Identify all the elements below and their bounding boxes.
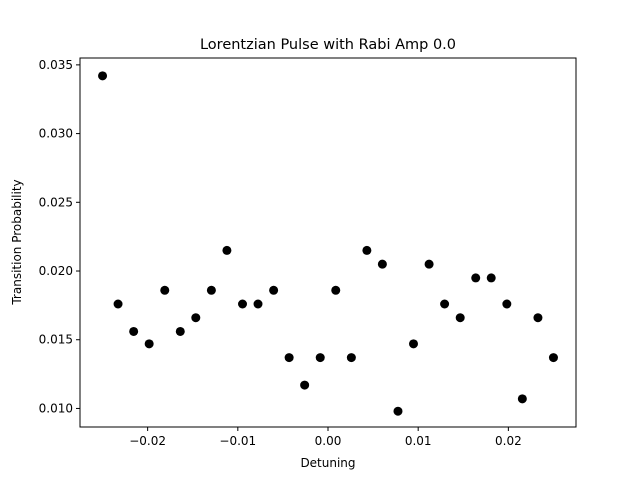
data-point bbox=[144, 339, 154, 349]
x-tick-label: −0.02 bbox=[129, 434, 166, 448]
x-axis: −0.02 −0.01 0.00 0.01 0.02 bbox=[129, 427, 522, 448]
x-tick-label: −0.01 bbox=[219, 434, 256, 448]
data-point bbox=[502, 299, 512, 309]
data-point bbox=[238, 299, 248, 309]
data-point bbox=[393, 406, 403, 416]
y-tick-label: 0.010 bbox=[39, 401, 73, 415]
data-point bbox=[331, 285, 341, 295]
data-point bbox=[377, 259, 387, 269]
data-point bbox=[175, 326, 185, 336]
y-axis-label: Transition Probability bbox=[10, 179, 24, 305]
x-tick-label: 0.00 bbox=[315, 434, 342, 448]
y-tick-label: 0.035 bbox=[39, 58, 73, 72]
data-point bbox=[362, 245, 372, 255]
data-point bbox=[455, 313, 465, 323]
plot-area-frame bbox=[79, 57, 577, 428]
x-axis-label: Detuning bbox=[300, 456, 355, 470]
x-tick-label: 0.02 bbox=[495, 434, 522, 448]
data-point bbox=[160, 285, 170, 295]
y-tick-label: 0.025 bbox=[39, 195, 73, 209]
data-point bbox=[284, 353, 294, 363]
data-point bbox=[129, 326, 139, 336]
data-point bbox=[269, 285, 279, 295]
data-point bbox=[486, 273, 496, 283]
data-point bbox=[517, 394, 527, 404]
y-tick-label: 0.020 bbox=[39, 264, 73, 278]
y-tick-label: 0.030 bbox=[39, 127, 73, 141]
y-tick-label: 0.015 bbox=[39, 333, 73, 347]
chart-title: Lorentzian Pulse with Rabi Amp 0.0 bbox=[200, 37, 456, 53]
data-point bbox=[206, 285, 216, 295]
data-point bbox=[222, 245, 232, 255]
data-point bbox=[408, 339, 418, 349]
data-point bbox=[471, 273, 481, 283]
data-point bbox=[346, 353, 356, 363]
data-point bbox=[315, 353, 325, 363]
data-point bbox=[533, 313, 543, 323]
data-point bbox=[300, 380, 310, 390]
data-points bbox=[98, 71, 558, 416]
data-point bbox=[424, 259, 434, 269]
x-tick-label: 0.01 bbox=[405, 434, 432, 448]
data-point bbox=[98, 71, 108, 81]
data-point bbox=[253, 299, 263, 309]
data-point bbox=[548, 353, 558, 363]
y-axis: 0.010 0.015 0.020 0.025 0.030 0.035 bbox=[39, 58, 80, 415]
data-point bbox=[191, 313, 201, 323]
data-point bbox=[440, 299, 450, 309]
data-point bbox=[113, 299, 123, 309]
